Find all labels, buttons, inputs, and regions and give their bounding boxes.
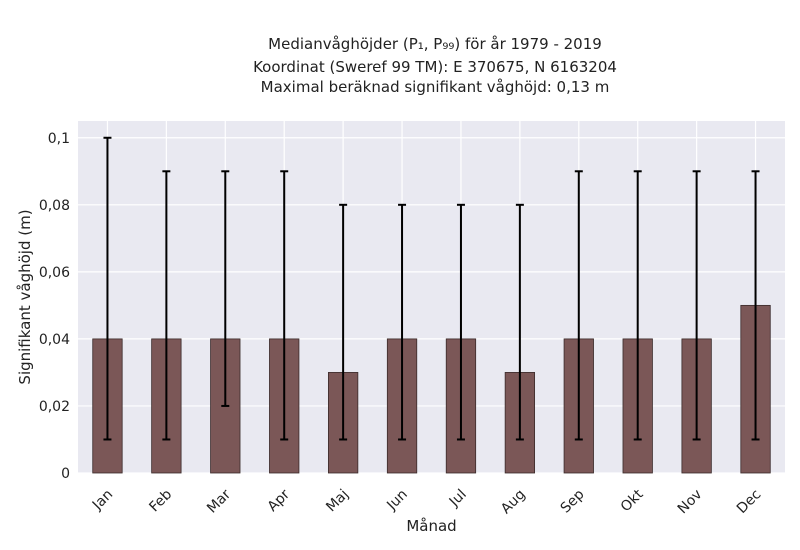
x-axis-label: Månad [406, 517, 456, 535]
x-tick-label-feb: Feb [146, 486, 175, 515]
y-axis-label: Signifikant våghöjd (m) [16, 209, 34, 384]
x-tick-label-sep: Sep [558, 486, 588, 516]
x-tick-label-jul: Jul [446, 487, 470, 511]
plot-area [78, 121, 785, 473]
x-tick-label-mar: Mar [204, 486, 234, 516]
chart-title-line-2: Koordinat (Sweref 99 TM): E 370675, N 61… [253, 58, 617, 76]
x-tick-label-dec: Dec [734, 487, 764, 517]
x-tick-label-apr: Apr [265, 486, 294, 515]
y-tick-label: 0,1 [48, 131, 70, 147]
y-tick-label: 0,08 [39, 198, 70, 214]
x-tick-label-maj: Maj [323, 487, 352, 516]
y-tick-label: 0,02 [39, 399, 70, 415]
x-tick-label-aug: Aug [498, 487, 529, 518]
x-tick-label-okt: Okt [618, 486, 647, 515]
chart-title-line-3: Maximal beräknad signifikant våghöjd: 0,… [260, 78, 610, 96]
x-tick-label-jan: Jan [89, 487, 116, 514]
y-tick-label: 0,04 [39, 332, 70, 348]
x-tick-label-jun: Jun [383, 487, 410, 514]
chart-title-line-1: Medianvåghöjder (P₁, P₉₉) för år 1979 - … [268, 35, 602, 53]
y-tick-label: 0,06 [39, 265, 70, 281]
x-tick-label-nov: Nov [675, 487, 706, 518]
y-tick-label: 0 [61, 466, 70, 482]
